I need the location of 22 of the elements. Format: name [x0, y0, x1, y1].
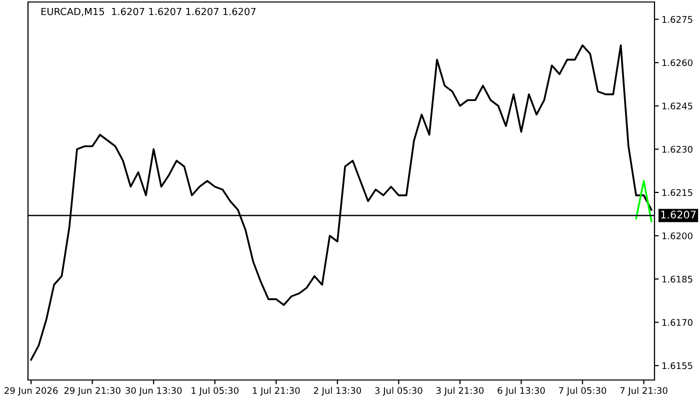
- y-tick-label: 1.6245: [662, 102, 692, 110]
- x-tick-label: 3 Jul 05:30: [375, 386, 422, 396]
- x-tick-label: 1 Jul 05:30: [192, 386, 238, 396]
- x-tick-label: 29 Jun 2026: [4, 387, 58, 396]
- x-tick-label: 2 Jul 13:30: [314, 386, 362, 396]
- x-tick-label: 1 Jul 21:30: [252, 386, 300, 396]
- y-tick-label: 1.6230: [662, 146, 692, 153]
- ref-line-label: 1.6207: [661, 210, 696, 219]
- x-tick-label: 30 Jun 13:30: [126, 387, 182, 396]
- x-tick-label: 7 Jul 05:30: [559, 386, 606, 396]
- x-tick-label: 6 Jul 13:30: [498, 386, 545, 396]
- x-tick-label: 29 Jun 21:30: [64, 387, 120, 396]
- y-tick-label: 1.6260: [662, 59, 692, 66]
- x-tick-label: 7 Jul 21:30: [620, 386, 668, 396]
- y-tick-label: 1.6215: [662, 189, 692, 196]
- y-tick-label: 1.6185: [662, 276, 692, 283]
- y-tick-label: 1.6200: [662, 232, 692, 240]
- x-tick-label: 3 Jul 21:30: [436, 386, 484, 396]
- y-tick-label: 1.6170: [662, 319, 692, 326]
- y-tick-label: 1.6155: [662, 362, 692, 370]
- text: EURCAD,M15 1.6207 1.6207 1.6207 1.6207: [41, 8, 256, 16]
- y-tick-label: 1.6275: [662, 16, 692, 23]
